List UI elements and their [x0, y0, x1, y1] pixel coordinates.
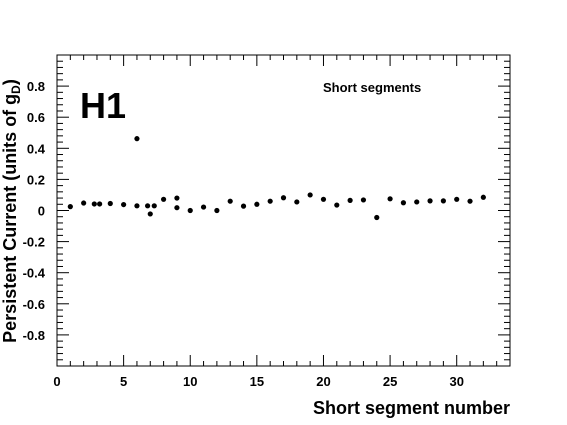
data-point — [81, 200, 87, 206]
axis-ticks — [56, 55, 511, 366]
y-tick-label: 0.4 — [27, 141, 46, 156]
data-point — [134, 136, 140, 142]
data-point — [387, 196, 393, 202]
data-point — [67, 204, 73, 210]
y-axis-label-subscript: D — [9, 85, 23, 94]
data-point — [254, 201, 260, 207]
data-point — [107, 200, 113, 207]
x-tick-label: 15 — [250, 374, 264, 389]
data-point — [307, 192, 313, 198]
data-point — [360, 197, 367, 203]
data-point — [187, 207, 193, 214]
y-tick-label: -0.2 — [23, 235, 45, 250]
data-point — [280, 195, 287, 201]
data-point — [440, 198, 446, 204]
chart-annotation: Short segments — [323, 80, 421, 95]
y-axis-label-main: Persistent Current (units of g — [0, 94, 20, 343]
y-tick-label: -0.6 — [23, 297, 45, 312]
data-point — [467, 198, 473, 204]
data-point — [214, 207, 220, 214]
x-tick-label: 30 — [449, 374, 463, 389]
data-point — [347, 197, 353, 203]
y-tick-label: 0.2 — [27, 172, 45, 187]
data-point — [480, 194, 486, 200]
y-tick-label: -0.8 — [23, 328, 45, 343]
data-point — [134, 203, 140, 209]
data-point — [454, 196, 460, 202]
x-tick-label: 5 — [120, 374, 127, 389]
data-point — [200, 204, 207, 210]
data-point — [294, 199, 300, 205]
y-tick-label: 0 — [38, 204, 45, 219]
data-point — [334, 202, 340, 208]
x-axis-label: Short segment number — [313, 398, 510, 418]
data-point — [227, 198, 233, 204]
data-point — [427, 198, 433, 204]
data-point — [240, 203, 247, 209]
data-point — [414, 199, 420, 205]
y-axis-label-close: ) — [0, 79, 20, 85]
data-point — [91, 201, 97, 207]
x-tick-label: 25 — [383, 374, 397, 389]
data-point — [160, 196, 167, 202]
x-tick-label: 0 — [53, 374, 60, 389]
data-point — [174, 195, 180, 201]
data-point — [121, 201, 127, 208]
x-tick-label: 20 — [316, 374, 330, 389]
data-point — [267, 198, 273, 204]
tick-labels: 0 5 10 15 20 25 30 -0.8 -0.6 -0.4 -0.2 0 0.2 0.4 0.6 0.… — [23, 79, 464, 389]
y-tick-label: 0.8 — [27, 79, 45, 94]
data-points — [67, 136, 486, 221]
data-point — [147, 211, 153, 217]
y-tick-label: -0.4 — [23, 266, 46, 281]
data-point — [145, 203, 151, 209]
x-tick-label: 10 — [183, 374, 197, 389]
panel-label: H1 — [80, 85, 126, 126]
data-point — [97, 201, 103, 207]
data-point — [374, 214, 380, 221]
data-point — [320, 196, 327, 202]
data-point — [400, 200, 407, 206]
data-point — [174, 205, 180, 211]
data-point — [151, 203, 157, 209]
y-tick-label: 0.6 — [27, 110, 45, 125]
y-axis-label: Persistent Current (units of gD) — [0, 79, 23, 343]
